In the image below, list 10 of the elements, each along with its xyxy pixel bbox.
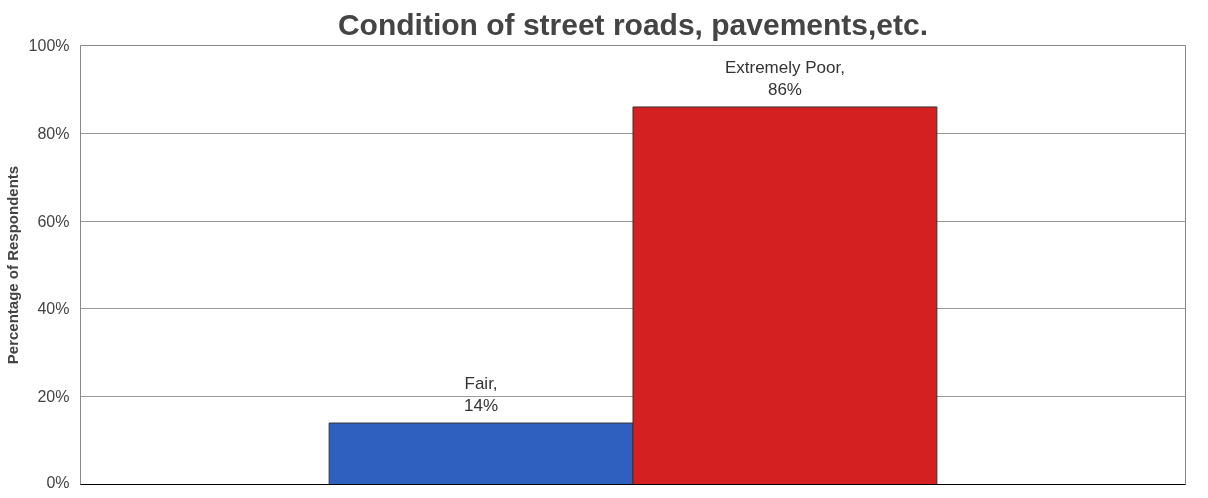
y-tick-label: 0% xyxy=(46,473,70,491)
y-tick-label: 80% xyxy=(37,124,70,142)
y-tick-label: 60% xyxy=(37,212,70,230)
chart-title: Condition of street roads, pavements,etc. xyxy=(337,7,929,41)
y-tick-label: 20% xyxy=(37,388,70,406)
y-axis-title: Percentage of Respondents xyxy=(3,165,21,365)
data-label: Fair, 14% xyxy=(464,374,499,416)
y-tick-label: 100% xyxy=(28,37,70,54)
data-label: Extremely Poor, 86% xyxy=(724,57,845,99)
y-tick-label: 40% xyxy=(37,300,70,318)
